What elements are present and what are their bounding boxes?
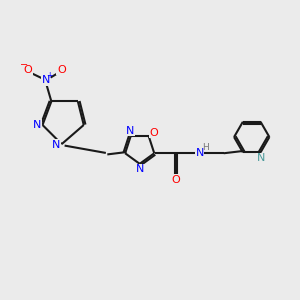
Text: N: N: [33, 120, 41, 130]
Text: N: N: [52, 140, 61, 150]
Text: N: N: [126, 126, 134, 136]
Text: N: N: [257, 153, 265, 163]
Text: N: N: [136, 164, 145, 174]
Text: O: O: [57, 65, 66, 75]
Text: N: N: [195, 148, 204, 158]
Text: +: +: [47, 71, 53, 80]
Text: O: O: [23, 65, 32, 75]
Text: O: O: [171, 175, 180, 185]
Text: N: N: [42, 75, 50, 85]
Text: O: O: [150, 128, 158, 138]
Text: H: H: [202, 143, 209, 152]
Text: −: −: [20, 60, 28, 70]
